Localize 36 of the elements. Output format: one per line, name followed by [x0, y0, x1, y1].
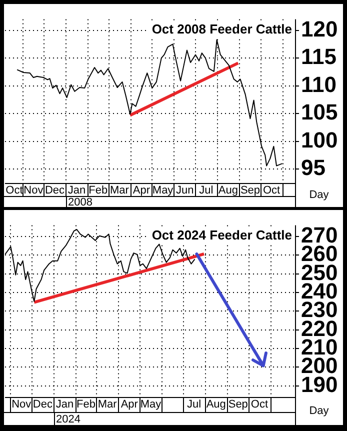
x-tick-label: Dec: [32, 398, 53, 411]
y-tick-label: 95: [301, 155, 326, 180]
x-tick-label: Nov: [24, 184, 44, 197]
x-tick-label: Mar: [110, 184, 130, 197]
x-tick-label: Sep: [228, 398, 248, 411]
x-tick-label: Jul: [199, 184, 214, 197]
x-tick-label: Feb: [76, 398, 96, 411]
text: 2024: [56, 414, 80, 426]
chart-title: Oct 2008 Feeder Cattle: [152, 21, 292, 36]
x-tick-label: Aug: [218, 184, 238, 197]
x-tick-label: Aug: [206, 398, 226, 411]
y-tick-label: 115: [301, 44, 336, 70]
x-tick-label: Sep: [240, 184, 260, 197]
x-tick-label: Nov: [12, 398, 32, 411]
x-tick-label: Jan: [56, 398, 74, 411]
x-tick-label: Oct: [6, 184, 23, 197]
x-tick-label: Oct: [250, 398, 268, 411]
x-tick-label: Dec: [44, 184, 66, 197]
x-tick-label: Mar: [98, 398, 118, 411]
y-tick-label: 105: [301, 100, 338, 125]
y-tick-label: 120: [301, 16, 338, 42]
chart-title: Oct 2024 Feeder Cattle: [152, 227, 292, 242]
x-tick-label: Jul: [187, 398, 202, 411]
y-tick-label: 110: [301, 72, 336, 97]
x-tick-label: Feb: [88, 184, 108, 197]
x-tick-label: Oct: [262, 184, 280, 197]
text: 2008: [68, 196, 92, 209]
x-tick-label: Jan: [68, 184, 86, 197]
x-axis-title: Day: [309, 405, 330, 418]
x-tick-label: Apr: [120, 398, 138, 411]
y-tick-label: 100: [301, 127, 338, 152]
x-axis-title: Day: [309, 189, 330, 202]
x-tick-label: Jun: [176, 184, 194, 197]
x-tick-label: May: [140, 398, 162, 411]
x-tick-label: Apr: [132, 184, 150, 197]
x-tick-label: May: [152, 184, 174, 197]
